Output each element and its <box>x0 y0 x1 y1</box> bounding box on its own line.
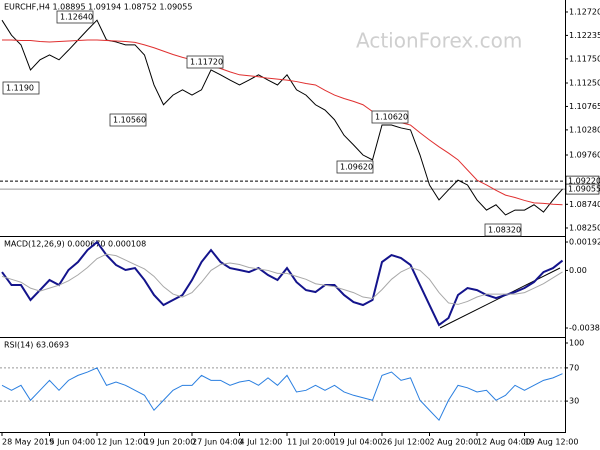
y-tick-label: 1.11250 <box>569 79 600 88</box>
annotation-box <box>109 113 147 127</box>
price-label-box <box>565 183 600 195</box>
annotation-box <box>484 223 522 237</box>
series-line <box>1 253 563 305</box>
x-tick-label: 19 Jun 20:00 <box>145 438 196 447</box>
y-tick-label: 0.00 <box>569 266 587 275</box>
y-tick-label: 0.001923 <box>569 238 600 247</box>
x-tick-label: 2 Aug 20:00 <box>430 438 479 447</box>
x-tick-label: 12 Jun 12:00 <box>97 438 148 447</box>
annotation: 1.08320 <box>488 226 521 235</box>
annotation-box <box>56 10 94 24</box>
y-tick-label: 1.12235 <box>569 31 600 40</box>
annotation: 1.10620 <box>375 113 408 122</box>
pane-title: MACD(12,26,9) 0.000670 0.000108 <box>4 240 146 249</box>
y-tick-label: 1.08740 <box>569 200 600 209</box>
x-tick-label: 19 Aug 12:00 <box>525 438 579 447</box>
x-tick-label: 11 Jul 20:00 <box>287 438 335 447</box>
annotation-box <box>336 160 374 174</box>
y-tick-label: 70 <box>569 363 579 372</box>
y-tick-label: 100 <box>569 339 584 348</box>
annotation-box <box>371 110 409 124</box>
annotation-box <box>186 55 224 69</box>
series-line <box>1 240 564 327</box>
watermark: ActionForex.com <box>356 29 522 53</box>
y-tick-label: 1.12720 <box>569 7 600 16</box>
y-tick-label: 1.09760 <box>569 151 600 160</box>
trend-line <box>439 267 561 329</box>
price-label: 1.09220 <box>568 177 600 186</box>
x-tick-label: 27 Jun 04:00 <box>192 438 243 447</box>
pane-title: RSI(14) 63.0693 <box>4 341 69 350</box>
y-tick-label: -0.003896 <box>569 323 600 332</box>
price-label: 1.09055 <box>568 185 600 194</box>
x-tick-label: 5 Jun 04:00 <box>50 438 96 447</box>
annotation: 1.1190 <box>6 84 34 93</box>
pane-title: EURCHF,H4 1.08895 1.09194 1.08752 1.0905… <box>4 3 192 12</box>
annotation-box <box>2 81 40 95</box>
x-tick-label: 28 May 2019 <box>2 438 54 447</box>
y-tick-label: 1.11750 <box>569 54 600 63</box>
series-line <box>1 367 563 422</box>
x-tick-label: 26 Jul 12:00 <box>382 438 430 447</box>
y-tick-label: 1.10765 <box>569 102 600 111</box>
annotation: 1.10560 <box>113 116 146 125</box>
annotation: 1.11720 <box>190 58 223 67</box>
y-tick-label: 1.10280 <box>569 125 600 134</box>
x-tick-label: 4 Jul 12:00 <box>240 438 283 447</box>
annotation: 1.09620 <box>340 163 373 172</box>
annotation: 1.12640 <box>60 13 93 22</box>
series-line <box>2 39 563 206</box>
y-tick-label: 1.08250 <box>569 223 600 232</box>
x-tick-label: 12 Aug 04:00 <box>477 438 531 447</box>
y-tick-label: 30 <box>569 397 579 406</box>
x-tick-label: 19 Jul 04:00 <box>335 438 383 447</box>
